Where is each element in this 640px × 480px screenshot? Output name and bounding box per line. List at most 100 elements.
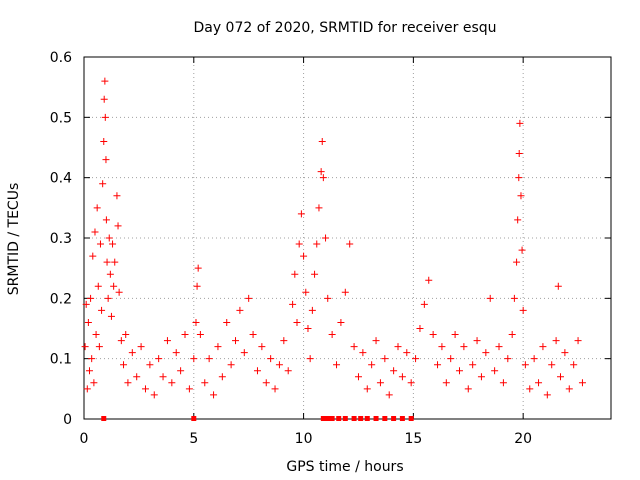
y-tick-label: 0 [63,412,72,428]
data-point [133,373,141,381]
data-point [469,361,477,369]
data-point [313,240,321,248]
zero-marker [101,416,107,421]
data-point [477,373,485,381]
x-tick-label: 10 [295,431,313,447]
data-point [102,156,110,164]
data-point [442,379,450,387]
data-point [385,391,393,399]
data-point [101,77,109,85]
zero-marker [399,416,405,421]
point-layer [81,77,586,421]
data-point [190,355,198,363]
data-point [82,300,90,308]
data-point [194,264,202,272]
data-point [236,306,244,314]
data-point [518,246,526,254]
data-point [539,343,547,351]
data-point [159,373,167,381]
data-point [447,355,455,363]
data-point [341,288,349,296]
x-tick-label: 0 [80,431,89,447]
data-point [193,282,201,290]
data-point [514,216,522,224]
data-point [262,379,270,387]
data-point [81,343,89,351]
data-point [101,113,109,121]
data-point [232,337,240,345]
data-point [337,318,345,326]
data-point [350,343,358,351]
data-point [227,361,235,369]
data-point [210,391,218,399]
data-point [513,258,521,266]
data-point [245,294,253,302]
data-point [113,192,121,200]
data-point [146,361,154,369]
plot-frame [83,56,612,420]
data-point [124,379,132,387]
data-point [196,331,204,339]
data-point [91,228,99,236]
data-point [548,361,556,369]
data-point [98,306,106,314]
data-point [368,361,376,369]
data-point [88,355,96,363]
data-point [172,349,180,357]
data-point [311,270,319,278]
data-point [87,294,95,302]
data-point [114,222,122,230]
data-point [455,367,463,375]
data-point [267,355,275,363]
data-point [515,150,523,158]
zero-marker [342,416,348,421]
data-point [482,349,490,357]
data-point [333,361,341,369]
data-point [308,306,316,314]
y-tick-label: 0.5 [50,110,72,126]
data-point [128,349,136,357]
data-point [90,379,98,387]
zero-marker [329,416,335,421]
data-point [84,318,92,326]
data-point [302,288,310,296]
zero-marker [408,416,414,421]
data-point [372,337,380,345]
x-tick-label: 20 [514,431,532,447]
data-point [201,379,209,387]
data-point [407,379,415,387]
data-point [552,337,560,345]
data-point [322,234,330,242]
data-point [85,367,93,375]
data-point [168,379,176,387]
data-point [570,361,578,369]
chart-title: Day 072 of 2020, SRMTID for receiver esq… [193,20,496,36]
data-point [486,294,494,302]
data-point [249,331,257,339]
zero-marker [382,416,388,421]
data-point [280,337,288,345]
data-point [96,240,104,248]
data-point [521,361,529,369]
x-tick-label: 5 [189,431,198,447]
y-tick-label: 0.1 [50,352,72,368]
data-point [181,331,189,339]
data-point [451,331,459,339]
data-point [95,343,103,351]
data-point [499,379,507,387]
data-point [565,385,573,393]
data-point [99,180,107,188]
data-point [328,331,336,339]
data-point [163,337,171,345]
data-point [420,300,428,308]
data-point [253,367,261,375]
zero-marker [336,416,342,421]
data-point [434,361,442,369]
data-point [289,300,297,308]
data-point [92,331,100,339]
data-point [103,258,111,266]
data-point [192,318,200,326]
data-point [324,294,332,302]
zero-marker [351,416,357,421]
data-point [100,137,108,145]
